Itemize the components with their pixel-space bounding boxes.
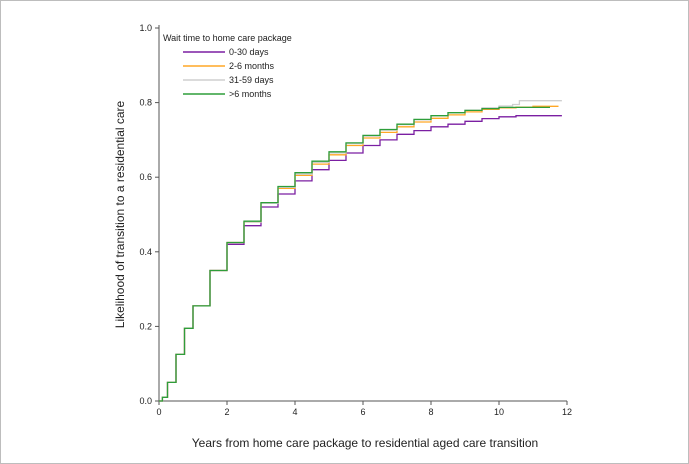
legend-entry-label: >6 months — [229, 89, 272, 99]
legend-entry-label: 31-59 days — [229, 75, 274, 85]
y-tick-label: 0.4 — [139, 247, 152, 257]
ticks: 0.0 0.2 0.4 0.6 0.8 1.0 0 2 4 6 8 10 12 — [139, 23, 572, 417]
x-tick-label: 10 — [494, 407, 504, 417]
series-line-3 — [159, 106, 550, 402]
x-tick-label: 12 — [562, 407, 572, 417]
x-tick-label: 4 — [292, 407, 297, 417]
x-axis-title: Years from home care package to resident… — [192, 436, 538, 450]
x-tick-label: 0 — [156, 407, 161, 417]
legend-entry-label: 2-6 months — [229, 61, 275, 71]
x-tick-label: 6 — [360, 407, 365, 417]
y-tick-label: 0.2 — [139, 321, 152, 331]
legend-title: Wait time to home care package — [163, 33, 292, 43]
x-tick-label: 8 — [428, 407, 433, 417]
legend-entry-label: 0-30 days — [229, 47, 269, 57]
y-tick-label: 1.0 — [139, 23, 152, 33]
y-tick-label: 0.8 — [139, 98, 152, 108]
legend: Wait time to home care package 0-30 days… — [163, 33, 292, 99]
series-line-1 — [159, 105, 559, 402]
y-tick-label: 0.0 — [139, 396, 152, 406]
y-tick-label: 0.6 — [139, 172, 152, 182]
series-lines — [159, 100, 562, 402]
y-axis-title: Likelihood of transition to a residentia… — [113, 100, 127, 328]
axes — [158, 25, 567, 402]
series-line-0 — [159, 115, 562, 402]
x-tick-label: 2 — [224, 407, 229, 417]
